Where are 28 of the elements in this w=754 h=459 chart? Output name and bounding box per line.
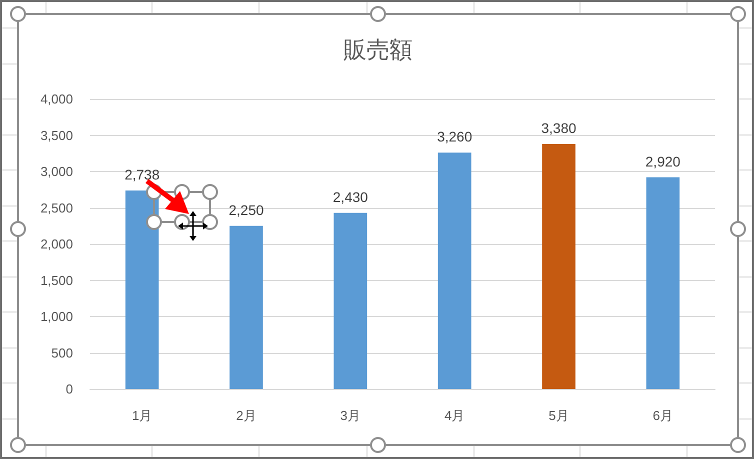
y-tick-label: 2,500 xyxy=(40,200,73,216)
data-label: 3,260 xyxy=(437,128,472,145)
data-label: 2,738 xyxy=(124,166,160,182)
y-tick-label: 1,500 xyxy=(40,272,73,288)
x-tick-label: 3月 xyxy=(340,408,361,423)
x-tick-label: 4月 xyxy=(444,408,465,423)
y-tick-label: 2,000 xyxy=(40,236,73,252)
data-label: 2,430 xyxy=(332,188,368,205)
y-tick-label: 0 xyxy=(66,382,73,396)
x-tick-label: 6月 xyxy=(652,408,674,423)
x-tick-label: 5月 xyxy=(548,408,569,423)
bar xyxy=(334,212,368,389)
bar xyxy=(646,177,680,389)
bar xyxy=(230,226,263,389)
y-tick-label: 3,500 xyxy=(40,128,73,143)
data-label: 3,380 xyxy=(541,120,576,136)
bar xyxy=(125,190,159,389)
data-label: 2,250 xyxy=(228,202,264,218)
x-tick-label: 1月 xyxy=(132,408,152,423)
bar xyxy=(438,152,472,389)
chart-title: 販売額 xyxy=(344,36,412,62)
y-tick-label: 3,000 xyxy=(40,164,73,179)
y-tick-label: 500 xyxy=(51,345,73,360)
y-tick-label: 4,000 xyxy=(40,92,73,106)
y-tick-label: 1,000 xyxy=(40,309,73,324)
data-label: 2,920 xyxy=(645,153,681,170)
x-tick-label: 2月 xyxy=(236,408,256,423)
bar xyxy=(542,144,576,389)
